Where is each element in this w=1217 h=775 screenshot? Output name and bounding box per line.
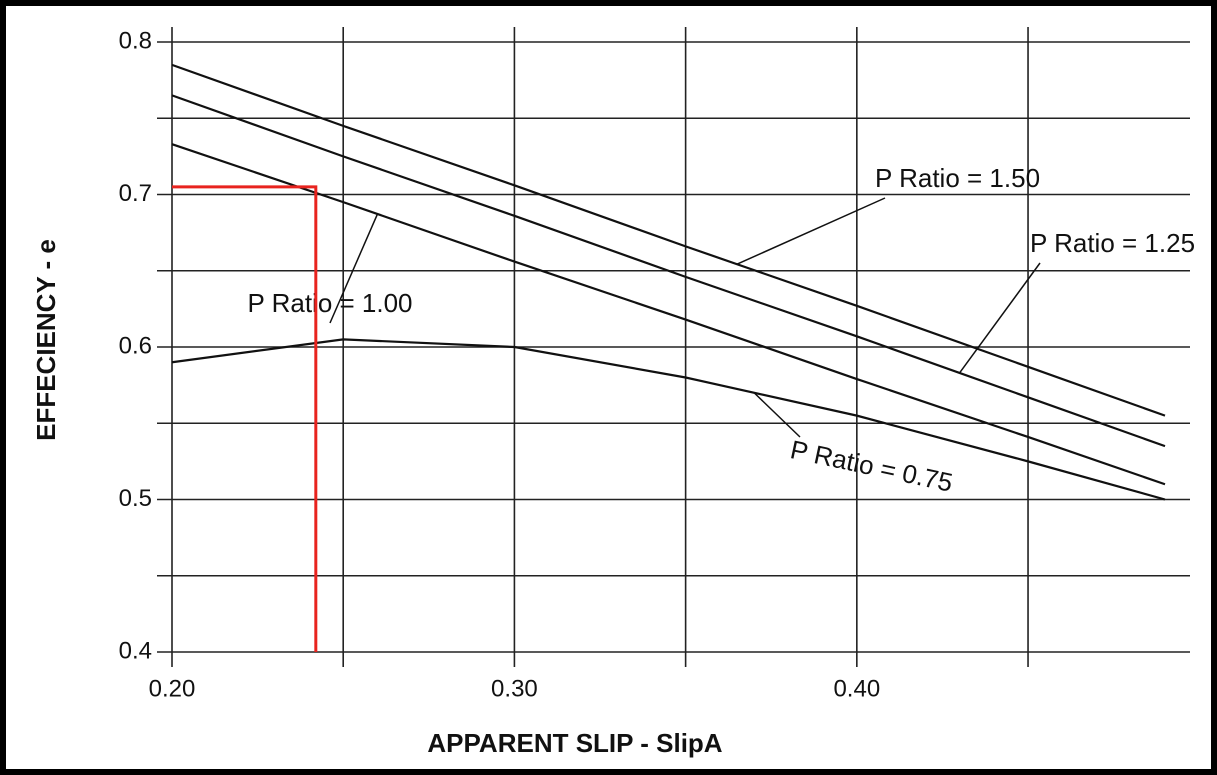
annotation-line [172, 185, 318, 652]
series-label: P Ratio = 1.50 [875, 163, 1040, 193]
y-tick-label: 0.5 [119, 485, 152, 512]
pointer-line [736, 197, 886, 265]
x-axis-title: APPARENT SLIP - SlipA [427, 728, 722, 758]
y-tick-label: 0.6 [119, 332, 152, 359]
x-tick-label: 0.40 [833, 675, 880, 702]
x-tick-label: 0.30 [491, 675, 538, 702]
series-line [171, 338, 1166, 501]
pointer-line [753, 392, 801, 438]
y-tick-label: 0.7 [119, 180, 152, 207]
y-tick-label: 0.4 [119, 637, 152, 664]
series-line [171, 143, 1166, 486]
series-label: P Ratio = 1.25 [1030, 228, 1195, 258]
x-tick-label: 0.20 [149, 675, 196, 702]
pointer-line [329, 213, 379, 324]
y-tick-label: 0.8 [119, 27, 152, 54]
pointer-line [958, 262, 1041, 374]
series-line [171, 63, 1166, 417]
y-axis-title: EFFECIENCY - e [31, 239, 61, 441]
series-label: P Ratio = 1.00 [247, 288, 412, 318]
series-line [171, 94, 1166, 448]
